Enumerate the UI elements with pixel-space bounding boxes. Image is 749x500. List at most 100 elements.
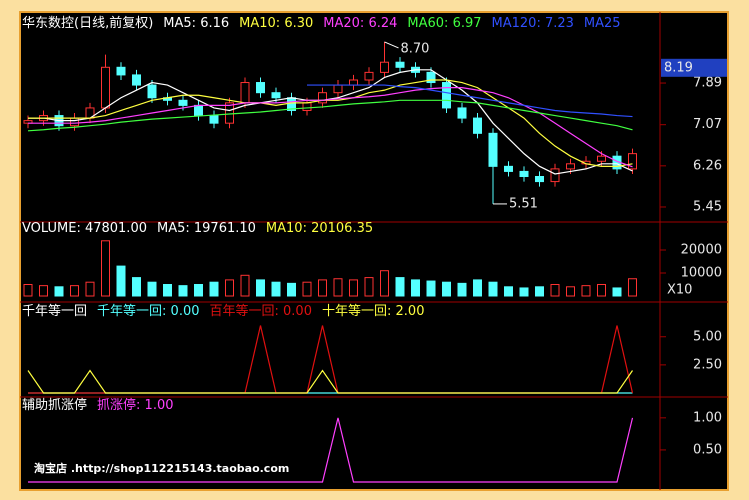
volume-bar (380, 270, 389, 297)
panel-header: 辅助抓涨停抓涨停1.00 (22, 398, 184, 414)
volume-bar (101, 240, 110, 297)
legend-name: 千年等一回 (97, 304, 163, 319)
legend-name: MA120 (491, 16, 537, 31)
legend-name: 抓涨停 (97, 398, 137, 413)
series-line (307, 84, 633, 118)
legend-value: 19761.10 (185, 221, 256, 236)
annotation-leader (384, 41, 399, 49)
candle-body (628, 153, 637, 170)
volume-bar (566, 286, 575, 297)
candle-body (147, 84, 157, 99)
volume-bar (364, 277, 374, 297)
cursor-price: 8.19 (664, 60, 693, 75)
y-tick-label: 7.89 (693, 76, 722, 91)
legend-value: 20106.35 (303, 221, 374, 236)
candle-body (240, 82, 250, 104)
volume-bar (597, 284, 606, 297)
low-annotation: 5.51 (509, 196, 538, 211)
volume-bar (612, 287, 622, 297)
legend-name: MA10 (265, 221, 303, 236)
panel-header: 华东数控(日线,前复权) MA56.16 MA106.30 MA206.24 MA606… (22, 16, 631, 32)
candle-body (535, 176, 544, 183)
candle-body (333, 84, 343, 94)
panel-header: VOLUME47801.00 MA519761.10 MA1020106.35 (22, 221, 383, 237)
legend-value: 2.00 (387, 304, 424, 319)
series-line (28, 87, 633, 168)
volume-bar (70, 285, 79, 297)
candle-body (132, 74, 141, 86)
candle-body (442, 82, 451, 109)
candle-body (488, 132, 498, 167)
volume-bar (209, 281, 219, 297)
volume-bar (23, 284, 33, 297)
candle-body (209, 115, 219, 124)
candle-body (364, 71, 374, 81)
y-tick-label: 2.50 (693, 357, 722, 372)
volume-bar (318, 279, 327, 297)
candle-body (225, 102, 234, 124)
legend-value: 6.30 (276, 16, 313, 31)
volume-bar (240, 274, 250, 297)
volume-bar (349, 279, 358, 297)
volume-bar (581, 285, 591, 297)
chart-title: VOLUME (22, 221, 77, 236)
volume-bar (411, 279, 420, 297)
volume-bar (256, 279, 265, 297)
legend-name: MA60 (407, 16, 445, 31)
candle-body (271, 92, 281, 99)
volume-bar (519, 287, 529, 297)
legend-value: 0.00 (275, 304, 312, 319)
volume-bar (473, 279, 482, 297)
volume-bar (395, 277, 405, 297)
volume-bar (426, 280, 436, 297)
volume-bar (194, 284, 203, 297)
candle-body (194, 104, 203, 117)
high-annotation: 8.70 (401, 41, 430, 56)
candle-body (101, 66, 110, 109)
volume-bar (535, 286, 544, 297)
volume-bar (39, 285, 48, 297)
y-tick-label: 7.07 (693, 117, 722, 132)
volume-bar (225, 279, 234, 297)
volume-bar (163, 284, 172, 297)
y-tick-label: 10000 (681, 266, 722, 281)
candle-body (178, 99, 188, 106)
candle-body (380, 61, 389, 73)
volume-bar (116, 265, 126, 297)
legend-value: 47801.00 (76, 221, 147, 236)
candle-body (550, 168, 560, 183)
volume-bar (178, 285, 188, 297)
watermark: 淘宝店 .http://shop112215143.taobao.com (34, 462, 290, 475)
series-line (27, 369, 633, 394)
legend-value: 6.24 (360, 16, 397, 31)
candle-body (519, 170, 529, 178)
panel-header: 千年等一回千年等一回0.00百年等一回0.00十年等一回2.00 (22, 304, 434, 320)
candle-body (395, 61, 405, 68)
volume-bar (504, 286, 513, 297)
volume-bar (333, 278, 343, 297)
candle-body (597, 155, 606, 162)
y-tick-label: 1.00 (693, 410, 722, 425)
candle-body (504, 165, 513, 172)
y-tick-label: 0.50 (693, 442, 722, 457)
candle-body (426, 71, 436, 84)
series-line (28, 417, 634, 483)
candle-body (318, 92, 327, 104)
volume-bar (147, 281, 157, 297)
volume-bar (287, 282, 296, 297)
unit-label: X10 (667, 283, 692, 298)
legend-value: 7.23 (536, 16, 573, 31)
volume-bar (54, 286, 64, 297)
volume-bar (628, 278, 637, 297)
cursor-price-box (661, 58, 727, 77)
volume-bar (442, 281, 451, 297)
legend-value: 1.00 (136, 398, 173, 413)
legend-name: MA5 (156, 221, 186, 236)
y-tick-label: 6.26 (693, 158, 722, 173)
legend-name: MA5 (163, 16, 192, 31)
chart-title: 辅助抓涨停 (22, 398, 88, 413)
legend-name: 十年等一回 (321, 304, 387, 319)
candle-body (70, 117, 79, 127)
